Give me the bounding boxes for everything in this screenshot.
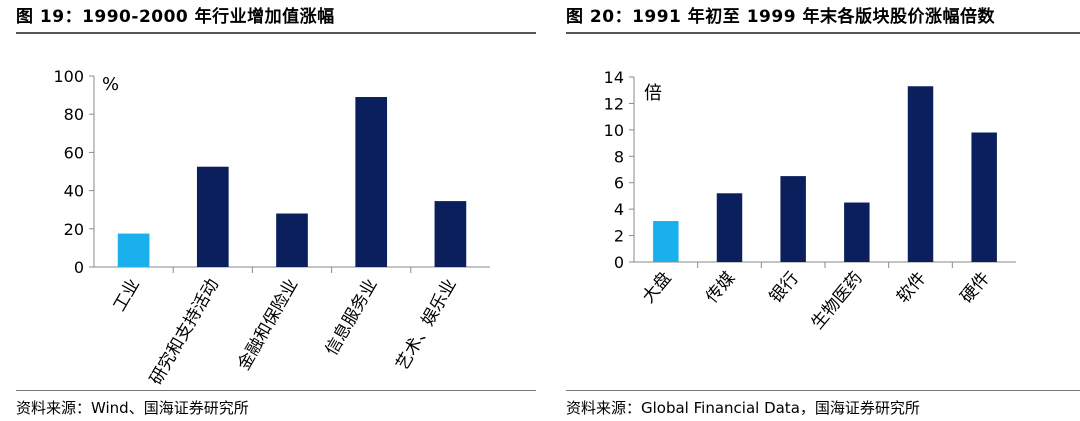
left-category-label: 研究和支持活动 (146, 276, 223, 389)
right-bar (780, 176, 806, 262)
right-source-note: 资料来源：Global Financial Data，国海证券研究所 (566, 399, 920, 417)
left-title-rule (16, 32, 536, 34)
right-category-label: 软件 (893, 268, 930, 307)
right-source-rule (566, 390, 1080, 391)
left-unit-label: % (102, 74, 119, 95)
left-y-tick-label: 60 (64, 143, 84, 162)
right-figure-title: 图 20：1991 年初至 1999 年末各版块股价涨幅倍数 (566, 7, 995, 27)
right-y-tick-label: 6 (614, 174, 624, 193)
left-category-label: 金融和保险业 (234, 276, 302, 374)
right-bar (907, 86, 934, 262)
right-y-tick-label: 14 (604, 68, 624, 87)
left-figure-panel: 图 19：1990-2000 年行业增加值涨幅 0 20 40 60 80 100% 工业研… (16, 0, 536, 421)
right-y-tick-label: 8 (614, 147, 624, 166)
right-bar (716, 193, 743, 262)
left-bar-chart: 0 20 40 60 80 100 % 工业 研究和支持活动 金融和保险业 信息服务业 艺术、娱乐业 (53, 67, 490, 389)
right-y-tick-label: 12 (604, 94, 624, 113)
right-bar (844, 202, 870, 262)
right-y-tick-label: 4 (614, 200, 624, 219)
right-y-tick-label: 10 (604, 121, 624, 140)
right-bar-chart: 0 2 4 6 8 10 12 14 倍大盘 传媒 银行 生物医药 软件 硬件 (604, 68, 1016, 333)
left-y-tick-label: 20 (64, 220, 84, 239)
right-unit-label: 倍 (644, 83, 662, 104)
right-category-label: 传媒 (702, 268, 739, 307)
left-bar (434, 201, 467, 267)
right-category-label: 大盘 (638, 268, 675, 307)
right-y-tick-label: 0 (614, 253, 624, 272)
left-figure-title: 图 19：1990-2000 年行业增加值涨幅 (16, 7, 335, 27)
left-y-tick-label: 40 (64, 182, 84, 201)
left-y-tick-label: 0 (74, 258, 84, 277)
left-source-rule (16, 390, 536, 391)
left-source-note: 资料来源：Wind、国海证券研究所 (16, 399, 249, 417)
left-category-label: 信息服务业 (322, 276, 382, 360)
left-bar (196, 166, 229, 267)
left-category-label: 工业 (110, 276, 144, 315)
right-title-rule (566, 32, 1080, 34)
left-y-tick-label: 80 (64, 105, 84, 124)
right-y-tick-label: 2 (614, 227, 624, 246)
left-category-label: 艺术、娱乐业 (392, 276, 460, 374)
left-bar (276, 213, 308, 267)
right-category-label: 生物医药 (808, 268, 867, 333)
right-category-label: 银行 (766, 268, 803, 307)
left-y-tick-label: 100 (53, 67, 84, 86)
right-category-label: 硬件 (957, 268, 994, 307)
left-bar (117, 233, 150, 267)
right-figure-panel: 图 20：1991 年初至 1999 年末各版块股价涨幅倍数 0 2 4 6 8 10 12… (566, 0, 1080, 421)
right-bar (653, 221, 679, 262)
left-bar (355, 97, 388, 267)
right-bar (971, 132, 997, 262)
